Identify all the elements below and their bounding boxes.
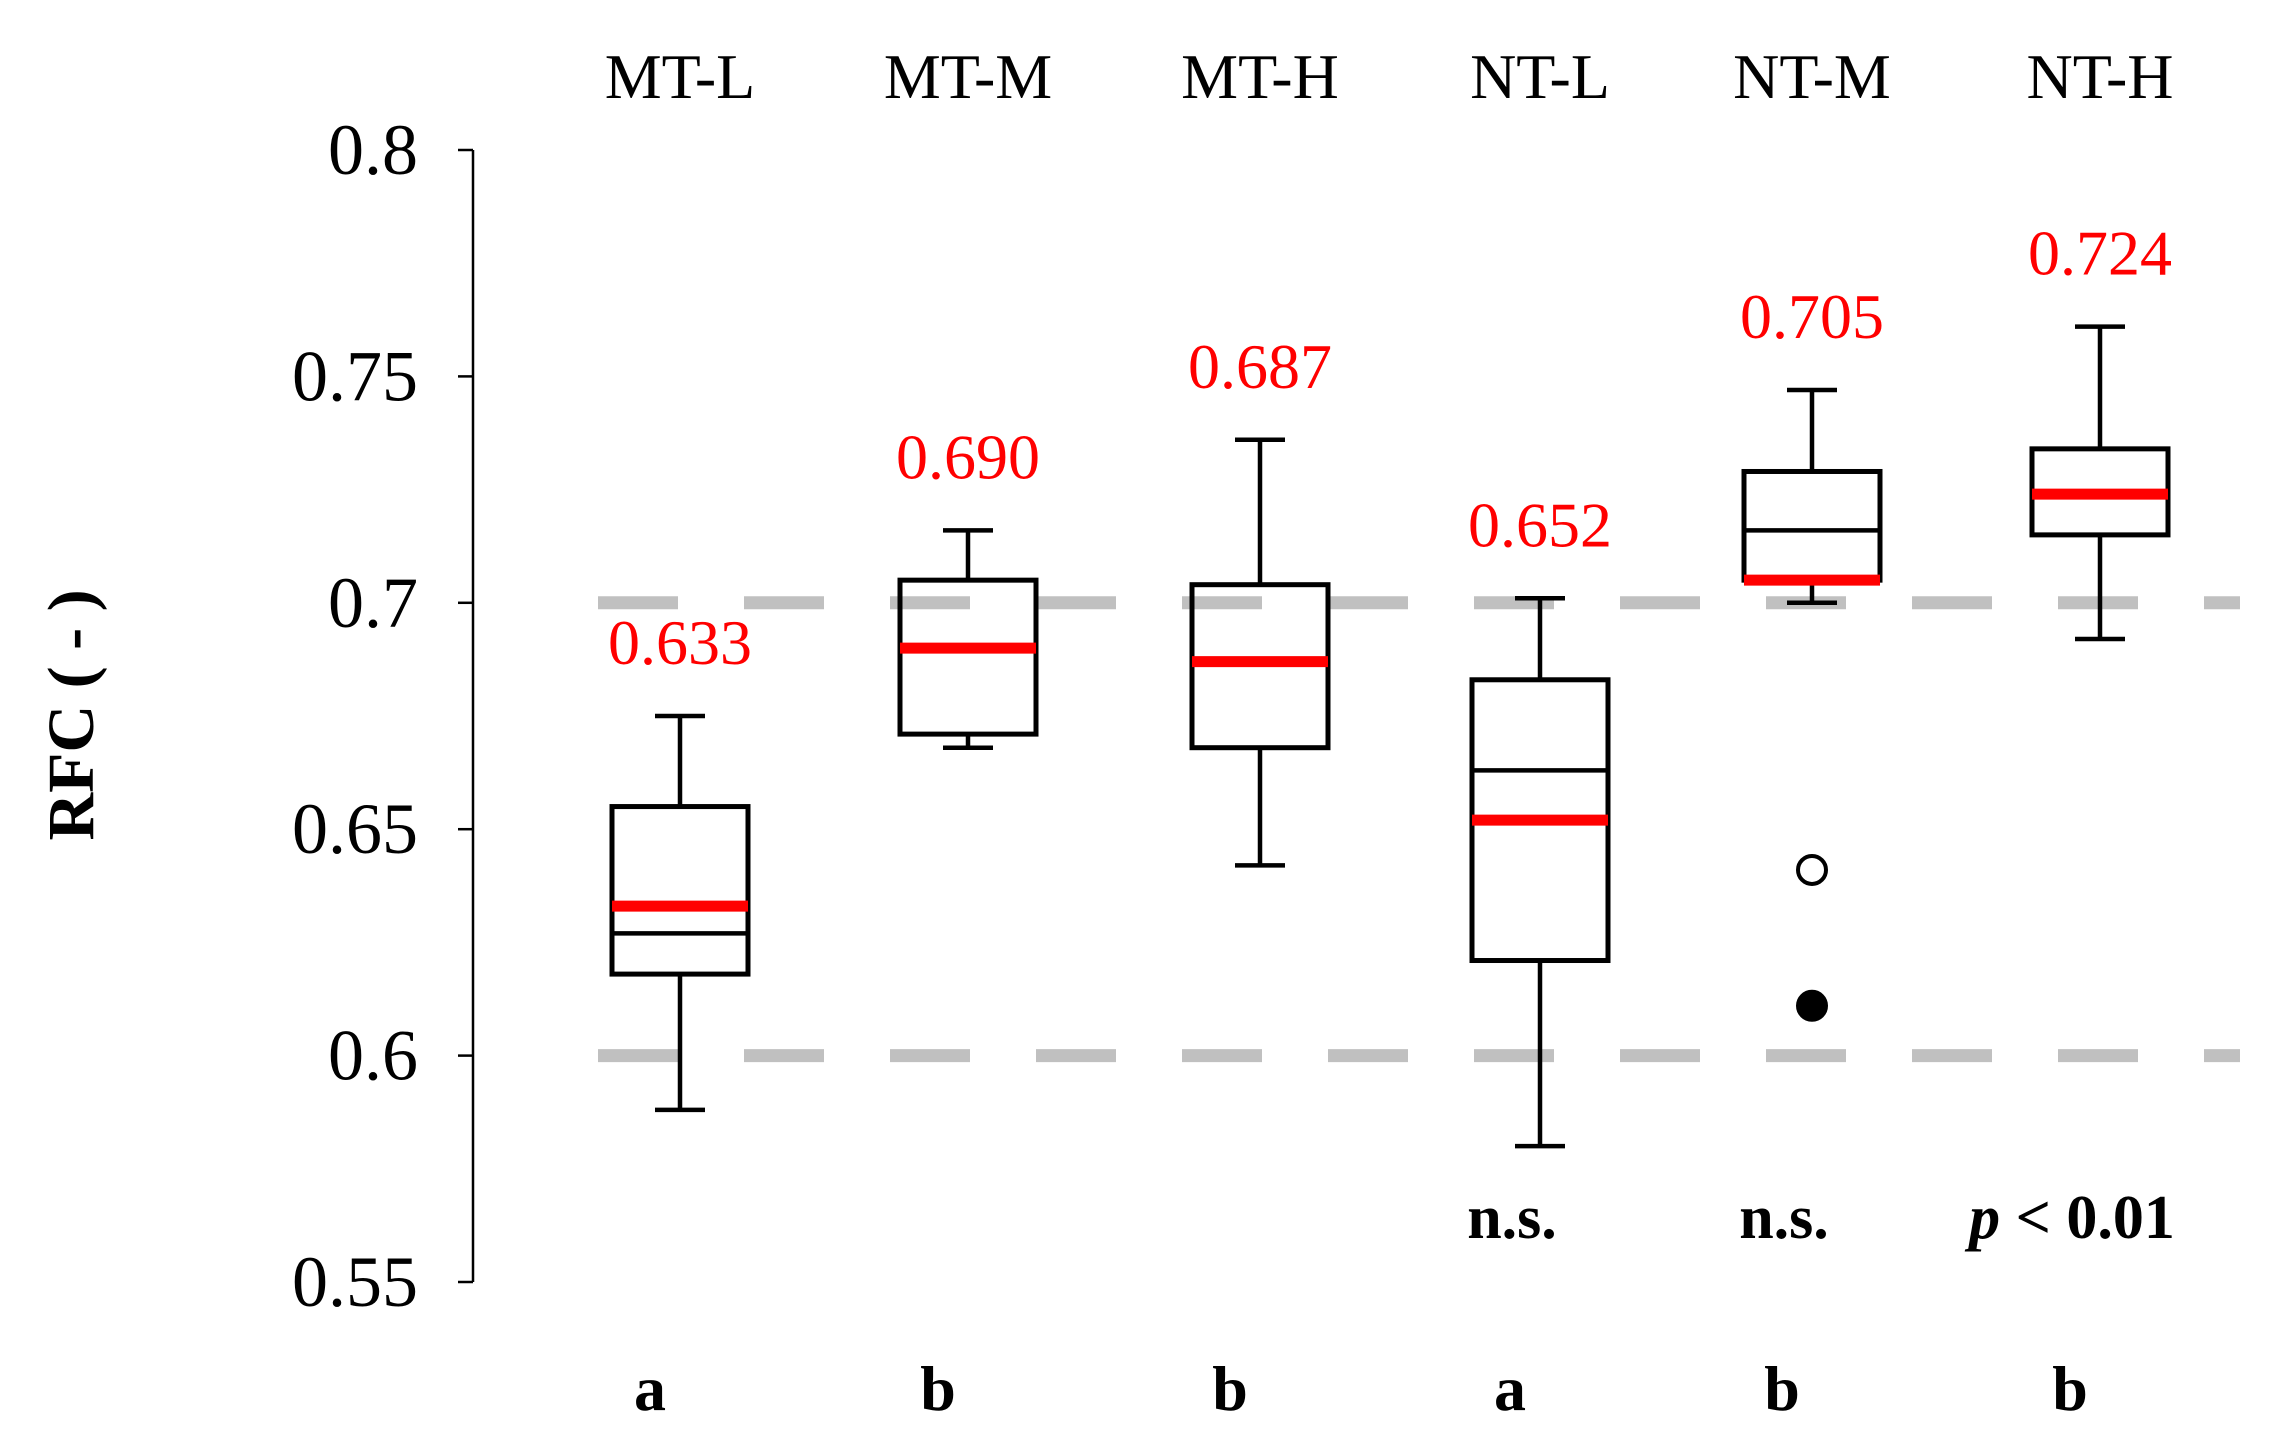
significance-labels: n.s. n.s. p < 0.01	[1467, 1184, 2175, 1252]
significance-note-text: n.s.	[1467, 1184, 1557, 1252]
significance-note-text: n.s.	[1739, 1184, 1829, 1252]
box-group-mt-l: MT-L 0.633 a	[605, 41, 756, 1424]
category-label: MT-L	[605, 41, 756, 112]
mean-value-label: 0.633	[608, 607, 752, 678]
outlier-point-filled	[1796, 989, 1828, 1022]
y-tick-label: 0.6	[328, 1016, 418, 1096]
category-label: MT-H	[1181, 41, 1339, 112]
significance-note: p < 0.01	[1964, 1184, 2175, 1252]
y-tick-group: 0.8 0.75 0.7 0.65 0.6 0.55	[292, 110, 473, 1322]
reference-lines	[598, 596, 2240, 1063]
box-group-nt-h: NT-H 0.724 b	[2027, 41, 2174, 1424]
significance-letter: a	[634, 1353, 666, 1424]
category-label: MT-M	[884, 41, 1052, 112]
significance-letter: b	[920, 1353, 956, 1424]
mean-value-label: 0.724	[2028, 218, 2172, 289]
significance-note: n.s.	[1467, 1184, 1557, 1252]
outlier-point-open	[1796, 853, 1828, 886]
significance-letter: b	[1212, 1353, 1248, 1424]
category-label: NT-M	[1733, 41, 1891, 112]
significance-note-text: < 0.01	[2000, 1184, 2175, 1252]
box-group-nt-l: NT-L 0.652 a	[1468, 41, 1612, 1424]
y-tick-label: 0.8	[328, 110, 418, 190]
mean-value-label: 0.652	[1468, 489, 1612, 560]
category-label: NT-L	[1470, 41, 1610, 112]
box-group-mt-h: MT-H 0.687 b	[1181, 41, 1339, 1424]
y-tick-label: 0.65	[292, 789, 418, 869]
category-label: NT-H	[2027, 41, 2174, 112]
y-tick-label: 0.75	[292, 336, 418, 416]
significance-letter: b	[2052, 1353, 2088, 1424]
mean-value-label: 0.705	[1740, 281, 1884, 352]
significance-letter: a	[1494, 1353, 1526, 1424]
significance-letter: b	[1764, 1353, 1800, 1424]
significance-note: n.s.	[1739, 1184, 1829, 1252]
y-tick-label: 0.7	[328, 563, 418, 643]
y-tick-label: 0.55	[292, 1242, 418, 1322]
y-axis-label: RFC ( - )	[35, 589, 108, 840]
box-group-mt-m: MT-M 0.690 b	[884, 41, 1052, 1424]
box	[897, 577, 1039, 737]
box-group-nt-m: NT-M 0.705 b	[1733, 41, 1891, 1424]
box-groups: MT-L 0.633 a MT-M 0.690 b MT-H 0.687 b NT-L 0.652 a…	[605, 41, 2174, 1424]
mean-value-label: 0.687	[1188, 331, 1332, 402]
significance-note-italic: p	[1964, 1184, 2000, 1252]
mean-value-label: 0.690	[896, 421, 1040, 492]
box	[609, 804, 751, 977]
